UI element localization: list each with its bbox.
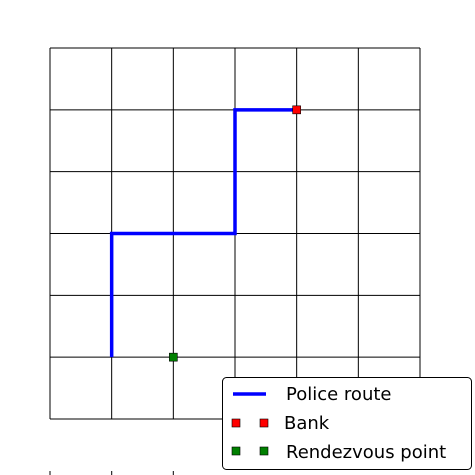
bank-marker	[292, 105, 301, 115]
legend-marker-rendezvous-1	[231, 446, 241, 456]
legend: Police route Bank Rendezvous point	[222, 377, 472, 470]
legend-marker-bank-1	[231, 418, 241, 428]
legend-label-bank: Bank	[284, 413, 330, 434]
axis-ticks	[49, 471, 174, 475]
legend-marker-bank-2	[259, 418, 269, 428]
legend-label-rendezvous: Rendezvous point	[286, 442, 446, 463]
legend-label-route: Police route	[286, 384, 391, 405]
route-layer	[109, 108, 297, 358]
rendezvous-marker	[169, 352, 178, 362]
marker-layer	[169, 105, 301, 362]
legend-marker-rendezvous-2	[259, 446, 269, 456]
legend-box	[222, 377, 472, 470]
police-route-line	[109, 108, 297, 358]
